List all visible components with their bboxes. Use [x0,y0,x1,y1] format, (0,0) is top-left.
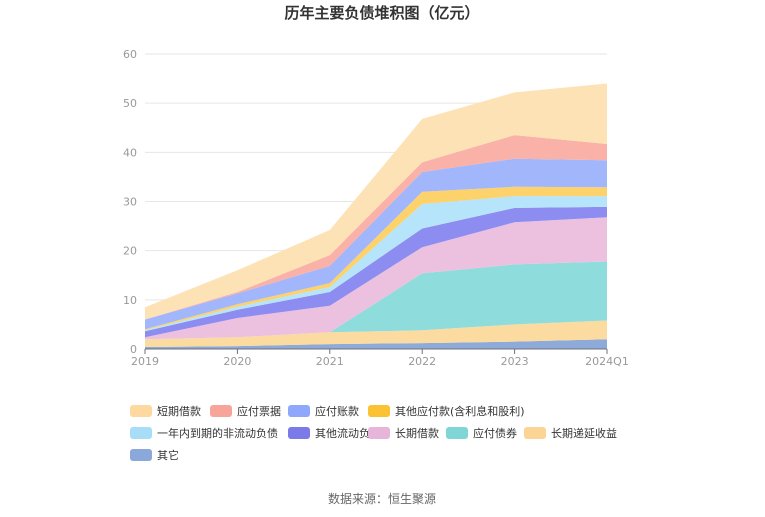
area-series-2 [145,261,607,340]
y-tick-label: 10 [123,294,137,307]
area-layer [145,83,607,349]
y-tick-label: 20 [123,245,137,258]
chart-title: 历年主要负债堆积图（亿元） [284,4,479,22]
legend-item-label[interactable]: 一年内到期的非流动负债 [157,426,278,440]
y-tick-label: 0 [130,343,137,356]
legend-item-label[interactable]: 其它 [157,448,179,462]
axis-layer: 0 10 20 30 40 50 60 2019 2020 2021 2022 2023 2024Q1 [123,48,629,368]
legend-item-label[interactable]: 应付债券 [473,426,517,440]
legend-swatch [368,405,390,417]
x-tick-label: 2020 [223,355,251,368]
area-series-9 [145,83,607,320]
legend-swatch [368,427,390,439]
source-note: 数据来源：恒生聚源 [328,491,436,506]
legend-swatch [288,405,310,417]
legend-item-label[interactable]: 应付票据 [237,404,281,418]
x-tick-label: 2021 [316,355,344,368]
legend-item-label[interactable]: 短期借款 [157,404,201,418]
legend-item-label[interactable]: 应付账款 [315,404,359,418]
legend-swatch [210,405,232,417]
x-tick-label: 2024Q1 [585,355,629,368]
legend: 短期借款 应付票据 应付账款 其他应付款(含利息和股利) 一年内到期的非流动负债 其他流动… [130,404,617,462]
legend-swatch [130,427,152,439]
area-series-8 [145,135,607,320]
legend-item-label[interactable]: 长期借款 [395,426,439,440]
legend-item-label[interactable]: 其他流动负债 [315,426,381,440]
area-series-1 [145,320,607,347]
y-tick-label: 30 [123,196,137,209]
legend-swatch [288,427,310,439]
legend-item-label[interactable]: 长期递延收益 [551,426,617,440]
x-tick-label: 2019 [131,355,159,368]
y-tick-label: 40 [123,146,137,159]
legend-swatch [130,405,152,417]
y-tick-label: 60 [123,48,137,61]
legend-item-label[interactable]: 其他应付款(含利息和股利) [395,404,525,418]
y-tick-label: 50 [123,97,137,110]
legend-swatch [446,427,468,439]
area-series-7 [145,158,607,330]
area-series-4 [145,206,607,338]
area-series-0 [145,339,607,349]
legend-swatch [524,427,546,439]
legend-swatch [130,449,152,461]
area-series-3 [145,217,607,340]
x-tick-label: 2023 [501,355,529,368]
x-tick-label: 2022 [408,355,436,368]
